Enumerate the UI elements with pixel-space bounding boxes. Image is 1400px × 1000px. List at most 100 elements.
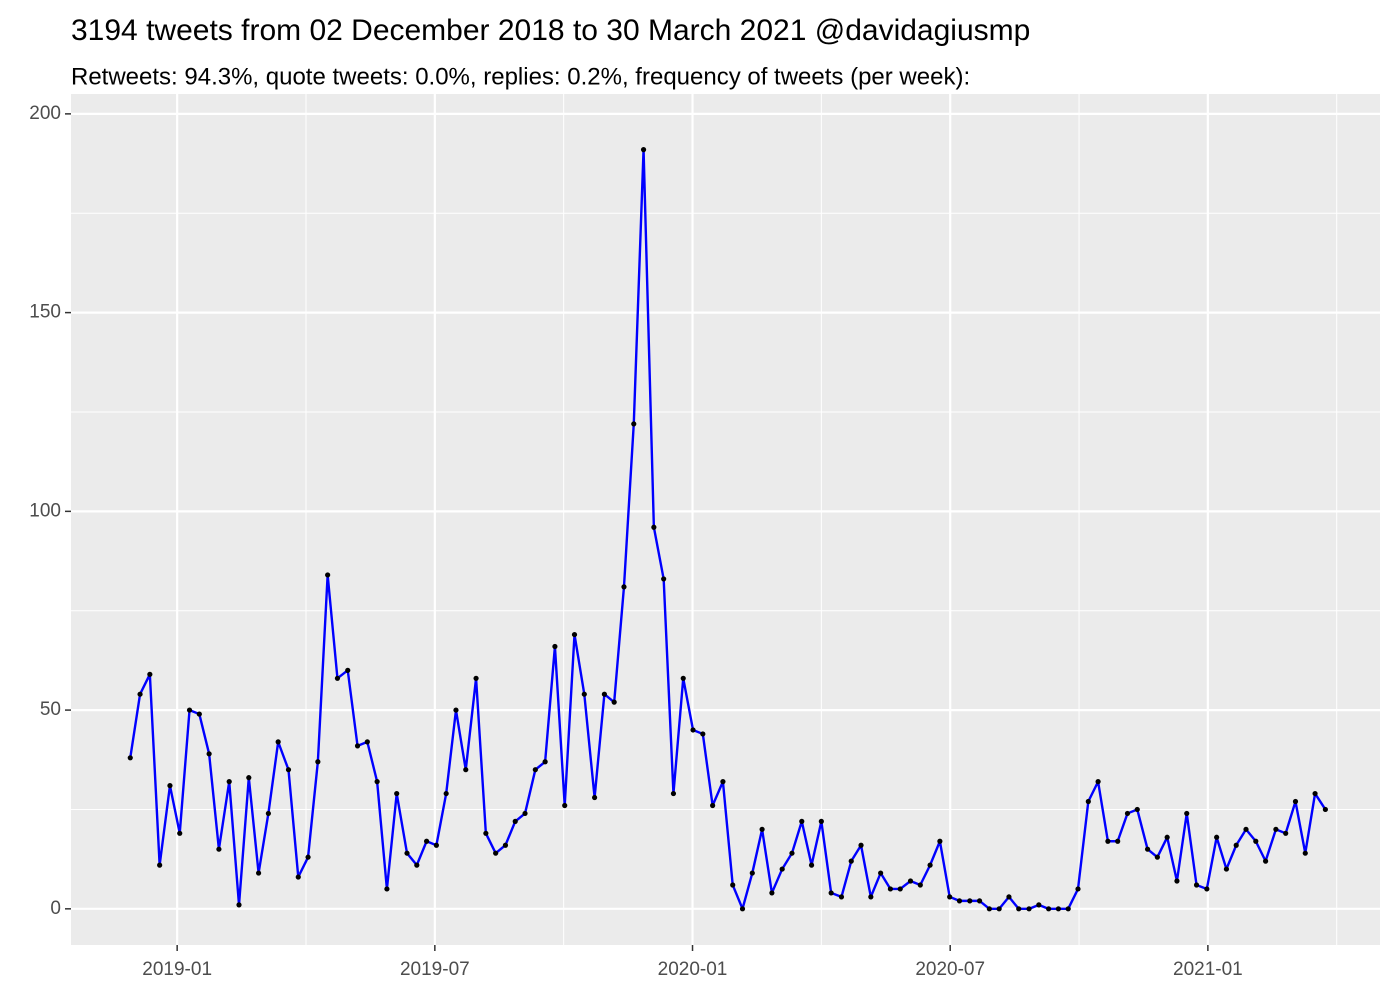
data-point bbox=[206, 751, 212, 757]
data-point bbox=[986, 906, 992, 912]
data-point bbox=[897, 886, 903, 892]
data-point bbox=[1115, 838, 1121, 844]
data-point bbox=[1164, 834, 1170, 840]
data-point bbox=[976, 898, 983, 904]
data-point bbox=[1204, 886, 1210, 892]
data-point bbox=[453, 707, 459, 713]
data-point bbox=[887, 886, 894, 892]
data-point bbox=[907, 878, 914, 884]
data-point bbox=[433, 842, 439, 848]
data-point bbox=[1262, 858, 1269, 864]
data-point bbox=[1312, 790, 1318, 797]
data-point bbox=[661, 576, 667, 582]
data-point bbox=[581, 691, 587, 697]
data-point bbox=[996, 906, 1002, 912]
data-point bbox=[147, 671, 153, 677]
data-point bbox=[838, 894, 845, 900]
data-point bbox=[769, 890, 775, 896]
data-point bbox=[1292, 798, 1299, 805]
data-point bbox=[354, 743, 361, 749]
data-point bbox=[611, 699, 617, 705]
data-point bbox=[1243, 826, 1249, 832]
data-point bbox=[1016, 906, 1022, 912]
data-point bbox=[700, 731, 706, 737]
data-point bbox=[710, 802, 716, 809]
data-point bbox=[473, 675, 479, 681]
data-point bbox=[334, 675, 341, 681]
data-point bbox=[1105, 838, 1111, 844]
data-point bbox=[947, 894, 953, 900]
data-point bbox=[483, 830, 489, 836]
data-point bbox=[848, 858, 854, 864]
data-point bbox=[720, 779, 726, 785]
data-point bbox=[562, 802, 568, 809]
data-point bbox=[127, 755, 133, 761]
data-point bbox=[1134, 806, 1140, 813]
x-tick-label: 2020-07 bbox=[915, 959, 985, 980]
data-point bbox=[315, 759, 321, 765]
data-point bbox=[532, 767, 538, 773]
data-point bbox=[394, 790, 400, 797]
y-tick-label: 150 bbox=[29, 302, 61, 323]
data-point bbox=[522, 810, 528, 817]
data-point bbox=[1253, 838, 1259, 844]
data-point bbox=[1075, 886, 1081, 892]
y-tick-label: 100 bbox=[29, 500, 61, 521]
data-point bbox=[295, 874, 301, 880]
data-point bbox=[917, 882, 923, 888]
data-point bbox=[818, 818, 824, 824]
data-point bbox=[1283, 830, 1289, 836]
data-point bbox=[512, 818, 518, 824]
data-point bbox=[1026, 906, 1032, 912]
data-point bbox=[542, 759, 548, 765]
chart-subtitle: Retweets: 94.3%, quote tweets: 0.0%, rep… bbox=[71, 63, 970, 90]
data-point bbox=[226, 779, 232, 785]
data-point bbox=[858, 842, 864, 848]
data-point bbox=[956, 898, 963, 904]
data-point bbox=[137, 691, 143, 697]
data-point bbox=[1184, 810, 1190, 817]
data-point bbox=[640, 147, 647, 153]
y-tick-label: 0 bbox=[50, 898, 61, 919]
data-point bbox=[493, 850, 499, 856]
data-point bbox=[167, 783, 173, 789]
data-point bbox=[216, 846, 222, 852]
data-point bbox=[799, 818, 805, 824]
data-point bbox=[423, 838, 430, 844]
data-point bbox=[1154, 854, 1160, 860]
data-point bbox=[1233, 842, 1239, 848]
data-point bbox=[621, 584, 627, 590]
data-point bbox=[1055, 906, 1062, 912]
data-point bbox=[670, 790, 677, 797]
data-point bbox=[1223, 866, 1230, 872]
data-point bbox=[177, 830, 183, 836]
data-point bbox=[1085, 798, 1091, 805]
data-point bbox=[374, 779, 380, 785]
data-point bbox=[404, 850, 410, 856]
data-point bbox=[246, 775, 252, 781]
data-point bbox=[275, 739, 281, 745]
series-line bbox=[129, 148, 1327, 911]
data-point bbox=[779, 866, 785, 872]
y-tick-label: 50 bbox=[40, 699, 61, 720]
data-point bbox=[384, 886, 390, 892]
data-point bbox=[236, 902, 242, 908]
x-tick-label: 2020-01 bbox=[658, 959, 728, 980]
data-point bbox=[927, 862, 933, 868]
data-point bbox=[878, 870, 884, 876]
x-tick-label: 2019-07 bbox=[400, 959, 470, 980]
data-point bbox=[937, 838, 943, 844]
data-point bbox=[285, 767, 292, 773]
data-point bbox=[265, 810, 271, 817]
data-point bbox=[1273, 826, 1279, 832]
data-point bbox=[443, 790, 449, 797]
data-point bbox=[1174, 878, 1180, 884]
data-point bbox=[1006, 894, 1012, 900]
data-point bbox=[325, 572, 331, 578]
data-point bbox=[463, 767, 469, 773]
data-point bbox=[345, 667, 351, 673]
data-point bbox=[255, 870, 262, 876]
y-tick-label: 200 bbox=[29, 103, 61, 124]
data-point bbox=[730, 882, 736, 888]
data-point bbox=[690, 727, 696, 733]
